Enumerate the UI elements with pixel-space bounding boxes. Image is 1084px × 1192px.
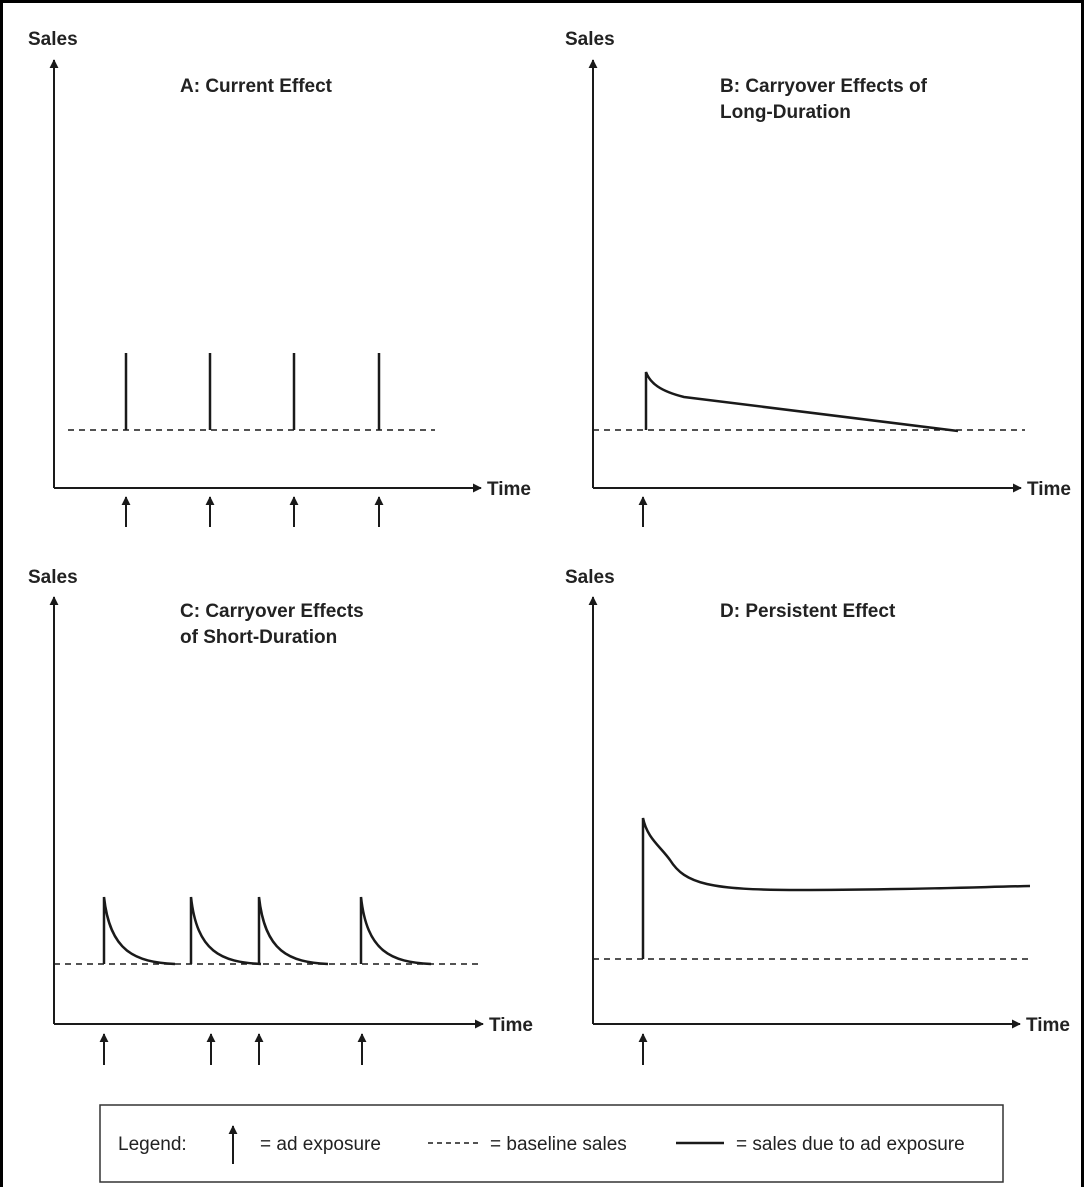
panel-a-y-axis-label: Sales [28, 29, 78, 50]
panel-c-y-axis-label: Sales [28, 567, 78, 588]
legend-ad-exposure-label: = ad exposure [260, 1134, 381, 1155]
panel-d-sales-curve [641, 817, 1031, 959]
panel-d: Sales Time D: Persistent Effect [565, 567, 1070, 1065]
panel-b: Sales Time B: Carryover Effects of Long-… [565, 29, 1071, 527]
panel-c: Sales Time C: Carryover Effects of Short… [28, 567, 533, 1065]
panel-c-x-axis-label: Time [489, 1015, 533, 1036]
panel-b-title: B: Carryover Effects of Long-Duration [720, 76, 932, 123]
legend: Legend: = ad exposure = baseline sales =… [99, 1104, 1004, 1183]
legend-box [99, 1104, 1004, 1183]
panel-a: Sales Time A: Current Effect [28, 29, 531, 527]
legend-baseline-label: = baseline sales [490, 1134, 627, 1155]
panel-d-title: D: Persistent Effect [720, 601, 896, 622]
legend-sales-effect-label: = sales due to ad exposure [736, 1134, 965, 1155]
panel-a-x-axis-label: Time [487, 479, 531, 500]
panel-a-title: A: Current Effect [180, 76, 333, 97]
panel-c-title: C: Carryover Effects of Short-Duration [180, 601, 369, 648]
panel-c-sales-curve [102, 896, 176, 966]
legend-title: Legend: [118, 1134, 187, 1155]
panel-d-x-axis-label: Time [1026, 1015, 1070, 1036]
panel-b-y-axis-label: Sales [565, 29, 615, 50]
panel-c-sales-curve [189, 896, 262, 966]
panel-c-sales-curve [359, 896, 432, 966]
panel-b-x-axis-label: Time [1027, 479, 1071, 500]
panel-b-sales-curve [644, 371, 959, 433]
panel-d-y-axis-label: Sales [565, 567, 615, 588]
panel-c-sales-curve [257, 896, 329, 966]
